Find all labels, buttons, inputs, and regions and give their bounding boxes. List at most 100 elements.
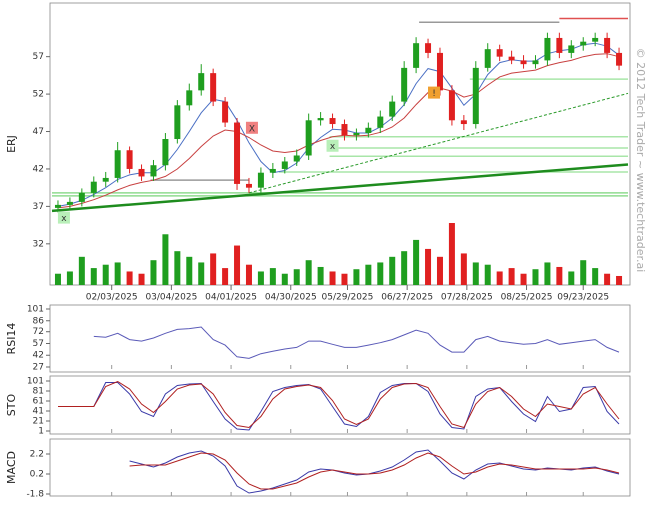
candle-body	[210, 73, 217, 102]
volume-bar	[604, 273, 611, 285]
y-tick-label: 101	[27, 377, 44, 387]
candle-body	[78, 192, 85, 202]
candle-body	[556, 37, 563, 53]
trend-line	[51, 163, 629, 213]
y-tick-label: 86	[33, 316, 45, 326]
indicator-line	[129, 449, 620, 494]
candle-body	[365, 127, 372, 134]
volume-bar	[126, 271, 133, 285]
candle-body	[472, 67, 479, 125]
volume-bar	[508, 268, 515, 285]
candle-body	[305, 120, 312, 156]
candle-body	[317, 118, 324, 121]
candle-body	[353, 133, 360, 136]
volume-bar	[114, 262, 121, 285]
volume-bar	[532, 269, 539, 285]
volume-bar	[472, 262, 479, 285]
volume-bar	[377, 262, 384, 285]
volume-bar	[293, 269, 300, 285]
candle-body	[269, 168, 276, 173]
y-tick-label: 42	[33, 351, 44, 361]
y-tick-label: 57	[33, 52, 44, 62]
panel-frame	[49, 438, 631, 497]
candle-body	[138, 168, 145, 177]
volume-bar	[496, 271, 503, 285]
volume-bar	[198, 262, 205, 285]
candle-body	[66, 201, 73, 205]
volume-bar	[592, 268, 599, 285]
candle-body	[436, 52, 443, 91]
indicator-line	[58, 380, 620, 429]
volume-bar	[425, 248, 432, 285]
candle-body	[532, 60, 539, 65]
volume-bar	[544, 262, 551, 285]
candle-body	[568, 45, 575, 53]
candle-body	[257, 172, 264, 188]
y-tick-label: 41	[33, 407, 44, 417]
annotation-label: X	[249, 124, 255, 134]
volume-bar	[329, 271, 336, 285]
x-tick-label: 05/29/2025	[322, 293, 374, 303]
y-tick-label: 42	[33, 164, 44, 174]
volume-bar	[305, 260, 312, 285]
volume-bar	[436, 256, 443, 285]
annotation-box	[428, 86, 441, 99]
candle-body	[580, 41, 587, 46]
candle-body	[508, 56, 515, 61]
candle-body	[401, 67, 408, 102]
candle-body	[341, 124, 348, 136]
candle-body	[102, 177, 109, 182]
y-tick-label: 27	[33, 363, 44, 373]
volume-bar	[401, 251, 408, 285]
x-tick-label: 04/01/2025	[205, 293, 257, 303]
annotation-label: x	[61, 214, 67, 224]
volume-bar	[222, 268, 229, 285]
candle-body	[162, 139, 169, 166]
candle-body	[126, 150, 133, 169]
candle-body	[604, 37, 611, 53]
volume-bar	[102, 264, 109, 285]
candle-body	[389, 101, 396, 117]
candle-body	[90, 181, 97, 193]
annotation-box	[326, 139, 339, 152]
indicator-line	[93, 326, 620, 359]
volume-bar	[448, 223, 455, 285]
volume-bar	[245, 264, 252, 285]
volume-bar	[186, 256, 193, 285]
volume-bar	[353, 269, 360, 285]
y-tick-label: 2.2	[30, 450, 44, 460]
volume-bar	[174, 251, 181, 285]
trend-line	[248, 92, 629, 194]
volume-bar	[162, 234, 169, 285]
volume-bar	[389, 256, 396, 285]
candle-body	[484, 49, 491, 68]
x-tick-label: 03/04/2025	[145, 293, 197, 303]
panel-frame	[49, 2, 631, 286]
panel-frame	[49, 304, 631, 373]
annotation-box	[245, 121, 258, 134]
candle-body	[293, 155, 300, 162]
candle-body	[413, 43, 420, 68]
volume-bar	[556, 266, 563, 285]
indicator-line	[58, 382, 620, 431]
y-tick-label: -1.8	[26, 490, 44, 500]
candle-body	[460, 120, 467, 125]
candle-body	[329, 118, 336, 125]
volume-bar	[341, 273, 348, 285]
volume-bar	[484, 264, 491, 285]
x-tick-label: 04/30/2025	[265, 293, 317, 303]
y-tick-label: 72	[33, 327, 44, 337]
volume-bar	[460, 253, 467, 285]
candle-body	[520, 60, 527, 65]
y-tick-label: 32	[33, 239, 44, 249]
candle-body	[174, 105, 181, 140]
volume-bar	[66, 271, 73, 285]
volume-bar	[234, 245, 241, 285]
candle-body	[544, 37, 551, 61]
y-tick-label: 57	[33, 339, 44, 349]
x-tick-label: 09/23/2025	[557, 293, 609, 303]
candle-body	[222, 101, 229, 123]
y-tick-label: 37	[33, 202, 44, 212]
volume-bar	[269, 268, 276, 285]
candle-body	[186, 90, 193, 106]
